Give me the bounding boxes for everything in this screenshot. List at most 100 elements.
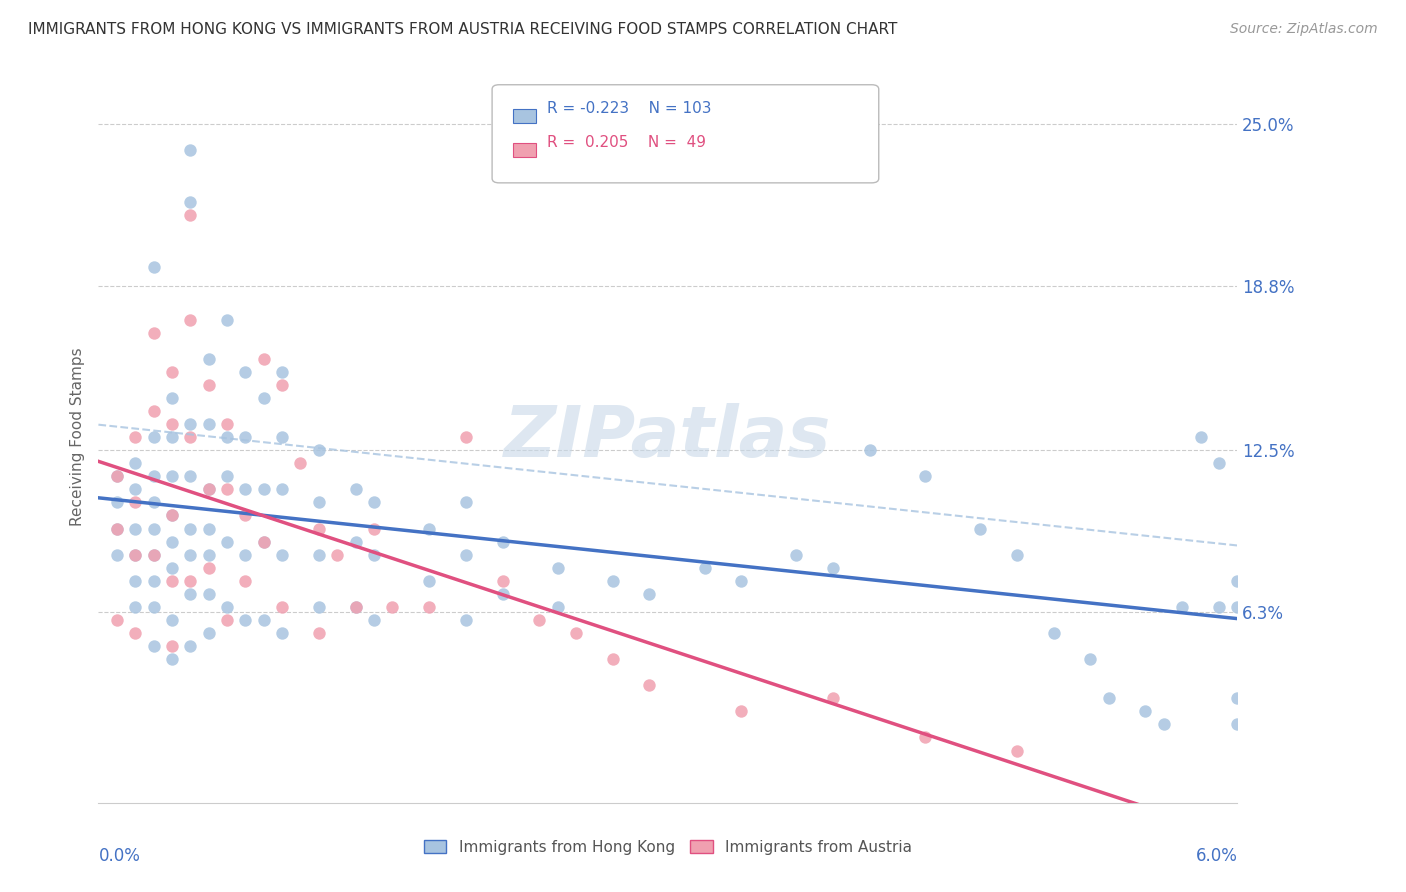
Point xyxy=(308,443,330,458)
Point xyxy=(271,599,294,614)
Point xyxy=(271,626,294,640)
Point xyxy=(179,548,201,562)
Point xyxy=(179,194,201,209)
Point xyxy=(529,613,551,627)
Point xyxy=(914,731,936,745)
Point xyxy=(344,599,367,614)
Point xyxy=(142,469,165,483)
Point xyxy=(969,521,991,535)
Point xyxy=(823,560,845,574)
Point xyxy=(215,599,238,614)
Point xyxy=(160,508,183,523)
Point xyxy=(142,548,165,562)
Point xyxy=(271,548,294,562)
Point xyxy=(308,599,330,614)
Text: 6.0%: 6.0% xyxy=(1195,847,1237,864)
Point xyxy=(142,548,165,562)
Point xyxy=(730,705,752,719)
Point xyxy=(454,548,477,562)
Point xyxy=(547,560,569,574)
Point xyxy=(253,534,276,549)
Point xyxy=(124,599,146,614)
Point xyxy=(197,483,219,497)
Point xyxy=(160,652,183,666)
Point xyxy=(215,483,238,497)
Point xyxy=(693,560,716,574)
Point xyxy=(124,521,146,535)
Point xyxy=(1078,652,1101,666)
Point xyxy=(142,404,165,418)
Point xyxy=(160,430,183,444)
Point xyxy=(363,495,385,509)
Point xyxy=(1226,691,1249,706)
Point xyxy=(105,495,128,509)
Point xyxy=(105,521,128,535)
Point xyxy=(1208,599,1230,614)
Point xyxy=(271,430,294,444)
Point xyxy=(197,351,219,366)
Point xyxy=(179,469,201,483)
Point xyxy=(142,521,165,535)
Point xyxy=(179,574,201,588)
Point xyxy=(235,574,257,588)
Point xyxy=(179,312,201,326)
Point xyxy=(1005,743,1028,757)
Point xyxy=(235,483,257,497)
Point xyxy=(215,430,238,444)
Text: ZIPatlas: ZIPatlas xyxy=(505,402,831,472)
Point xyxy=(235,613,257,627)
Point xyxy=(308,495,330,509)
Point xyxy=(565,626,588,640)
Point xyxy=(124,626,146,640)
Point xyxy=(1208,456,1230,470)
Point xyxy=(344,483,367,497)
Point xyxy=(160,417,183,431)
Point xyxy=(253,351,276,366)
Point xyxy=(179,521,201,535)
Point xyxy=(235,430,257,444)
Point xyxy=(124,456,146,470)
Point xyxy=(105,469,128,483)
Point xyxy=(308,548,330,562)
Point xyxy=(363,613,385,627)
Point xyxy=(179,417,201,431)
Point xyxy=(491,574,513,588)
Point xyxy=(160,469,183,483)
Point xyxy=(1005,548,1028,562)
Point xyxy=(1098,691,1121,706)
Point xyxy=(142,260,165,275)
Point xyxy=(308,521,330,535)
Point xyxy=(197,560,219,574)
Point xyxy=(124,483,146,497)
Point xyxy=(197,483,219,497)
Point xyxy=(454,430,477,444)
Point xyxy=(215,613,238,627)
Point xyxy=(253,391,276,405)
Point xyxy=(160,613,183,627)
Text: R =  0.205    N =  49: R = 0.205 N = 49 xyxy=(547,136,706,150)
Point xyxy=(235,548,257,562)
Point xyxy=(105,521,128,535)
Point xyxy=(1226,599,1249,614)
Point xyxy=(105,469,128,483)
Point xyxy=(142,639,165,653)
Point xyxy=(491,587,513,601)
Point xyxy=(859,443,882,458)
Point xyxy=(547,599,569,614)
Point xyxy=(914,469,936,483)
Point xyxy=(785,548,807,562)
Point xyxy=(1042,626,1064,640)
Point xyxy=(418,599,440,614)
Point xyxy=(142,574,165,588)
Point xyxy=(124,548,146,562)
Point xyxy=(271,365,294,379)
Point xyxy=(142,326,165,340)
Legend: Immigrants from Hong Kong, Immigrants from Austria: Immigrants from Hong Kong, Immigrants fr… xyxy=(418,834,918,861)
Point xyxy=(124,430,146,444)
Point xyxy=(326,548,349,562)
Point xyxy=(215,534,238,549)
Point xyxy=(215,417,238,431)
Point xyxy=(454,613,477,627)
Point xyxy=(1135,705,1157,719)
Point xyxy=(160,574,183,588)
